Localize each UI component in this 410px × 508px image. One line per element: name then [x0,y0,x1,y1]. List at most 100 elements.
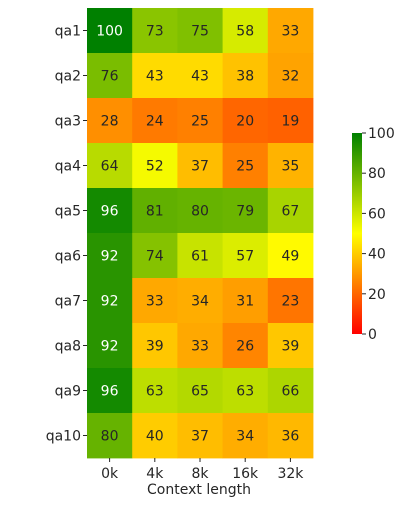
cell-value-label: 38 [236,69,254,85]
heatmap-cell [267,143,314,189]
cell-value-label: 52 [146,159,164,175]
colorbar-tick-label: 0 [368,327,377,343]
cell-value-label: 80 [101,429,119,445]
heatmap-cell [267,233,314,279]
heatmap-cell [222,8,269,54]
x-axis-title: Context length [147,482,251,498]
cell-value-label: 96 [101,384,119,400]
heatmap-cell [222,323,269,369]
heatmap-cell [222,188,269,234]
cell-value-label: 34 [191,294,209,310]
heatmap-cell [87,8,133,54]
cell-value-label: 26 [236,339,254,355]
heatmap-cell [177,188,223,234]
cell-value-label: 40 [146,429,164,445]
heatmap-cell [87,53,133,99]
cell-value-label: 33 [281,24,299,40]
cell-value-label: 28 [101,114,119,130]
x-axis: 0k 4k 8k 16k 32k [101,458,304,482]
y-tick-label: qa1 [55,24,81,40]
y-tick-label: qa3 [55,114,81,130]
x-tick-label: 32k [277,466,304,482]
cell-value-label: 67 [281,204,299,220]
cell-value-label: 36 [281,429,299,445]
cell-value-label: 19 [281,114,299,130]
heatmap-cell [87,278,133,324]
cell-value-label: 92 [101,249,119,265]
heatmap-cell [87,233,133,279]
heatmap-cell [132,323,178,369]
heatmap-cell [132,278,178,324]
heatmap-cell [177,53,223,99]
heatmap-cell [177,8,223,54]
heatmap-cell [87,323,133,369]
y-tick-label: qa5 [55,204,81,220]
cell-value-label: 23 [281,294,299,310]
cell-value-label: 43 [146,69,164,85]
cell-value-label: 37 [191,429,209,445]
heatmap-cell [222,98,269,144]
heatmap-cell [267,98,314,144]
cell-value-label: 39 [146,339,164,355]
cell-value-label: 81 [146,204,164,220]
heatmap-cell [132,8,178,54]
heatmap-cell [132,413,178,459]
cell-value-label: 63 [146,384,164,400]
cell-value-label: 64 [101,159,119,175]
heatmap-cell [267,278,314,324]
cell-value-label: 33 [191,339,209,355]
heatmap-cell [222,143,269,189]
cell-value-label: 75 [191,24,209,40]
cell-value-label: 20 [236,114,254,130]
colorbar-tick-label: 40 [368,247,386,263]
heatmap-cell [132,188,178,234]
heatmap-cell [132,368,178,414]
heatmap-cell [132,233,178,279]
y-tick-label: qa6 [55,249,81,265]
colorbar-tick-label: 20 [368,287,386,303]
heatmap-cell [87,98,133,144]
y-tick-label: qa10 [46,429,81,445]
cell-value-label: 92 [101,339,119,355]
cell-value-label: 73 [146,24,164,40]
heatmap-cell [87,143,133,189]
cell-value-label: 80 [191,204,209,220]
x-tick-label: 16k [232,466,259,482]
heatmap-cells: 100 73 75 58 33 76 43 43 38 32 28 24 25 20 19 64 52 37 25 3… [87,8,314,459]
heatmap-cell [222,278,269,324]
cell-value-label: 63 [236,384,254,400]
cell-value-label: 58 [236,24,254,40]
heatmap-cell [132,53,178,99]
heatmap-cell [267,188,314,234]
cell-value-label: 25 [191,114,209,130]
heatmap-cell [132,143,178,189]
cell-value-label: 92 [101,294,119,310]
colorbar-tick-label: 80 [368,166,386,182]
heatmap-cell [177,233,223,279]
heatmap-cell [177,368,223,414]
colorbar: 0 20 40 60 80 100 [352,126,395,343]
heatmap-cell [267,53,314,99]
cell-value-label: 24 [146,114,164,130]
heatmap-cell [177,98,223,144]
cell-value-label: 39 [281,339,299,355]
y-axis: qa1 qa2 qa3 qa4 qa5 qa6 qa7 qa8 qa9 qa10 [46,24,87,445]
colorbar-tick-label: 60 [368,206,386,222]
heatmap-cell [87,368,133,414]
heatmap-cell [177,278,223,324]
cell-value-label: 49 [281,249,299,265]
cell-value-label: 74 [146,249,164,265]
cell-value-label: 34 [236,429,254,445]
cell-value-label: 66 [281,384,299,400]
cell-value-label: 57 [236,249,254,265]
heatmap-cell [222,233,269,279]
cell-value-label: 65 [191,384,209,400]
y-tick-label: qa7 [55,294,81,310]
cell-value-label: 37 [191,159,209,175]
heatmap-cell [177,323,223,369]
cell-value-label: 31 [236,294,254,310]
cell-value-label: 61 [191,249,209,265]
cell-value-label: 76 [101,69,119,85]
colorbar-tick-label: 100 [368,126,395,142]
